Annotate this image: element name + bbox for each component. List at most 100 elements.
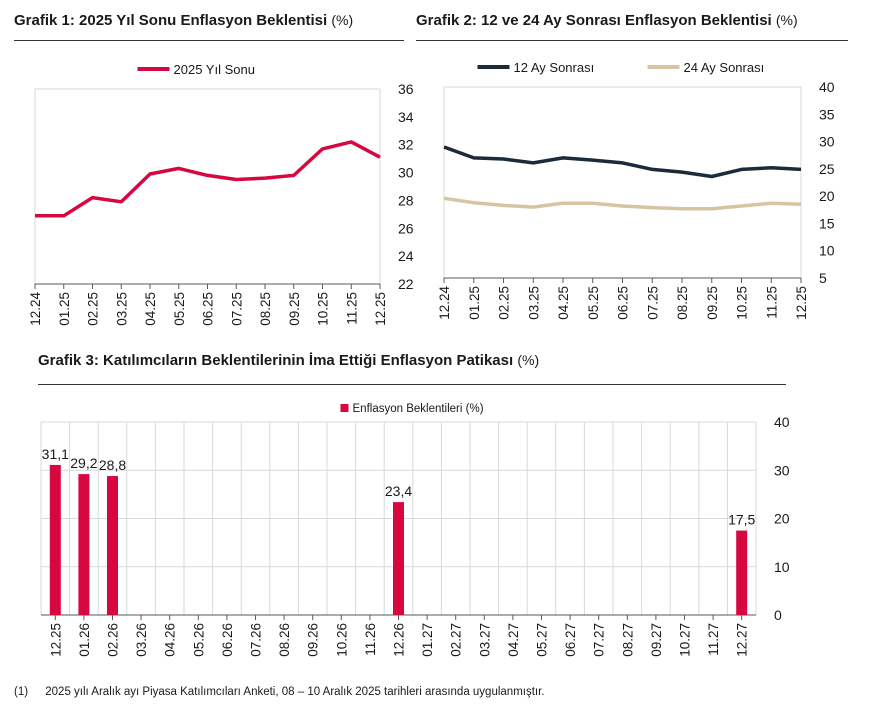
g1-y-tick-label: 36 [398,81,414,97]
g2-x-tick-label: 09.25 [705,286,720,320]
g1-y-tick-label: 26 [398,220,414,236]
g2-x-tick-label: 08.25 [675,286,690,320]
g3-bar-label: 31,1 [42,446,69,462]
g3-x-tick-label: 11.26 [363,623,378,656]
g1-y-tick-label: 32 [398,137,414,153]
g1-x-tick-label: 01.25 [57,292,72,326]
g2-y-tick-label: 40 [819,79,835,95]
grafik2-title: Grafik 2: 12 ve 24 Ay Sonrası Enflasyon … [416,12,798,29]
g2-y-tick-label: 20 [819,188,835,204]
g2-x-tick-label: 05.25 [586,286,601,320]
grafik3-title-unit: (%) [517,352,540,368]
g2-y-tick-label: 30 [819,134,835,150]
g3-x-tick-label: 01.27 [420,623,435,657]
g1-y-tick-label: 24 [398,248,414,264]
g2-series-line-1 [443,196,802,211]
g3-y-tick-label: 10 [774,559,790,575]
g1-x-tick-label: 03.25 [114,292,129,326]
g1-y-tick-label: 30 [398,165,414,181]
g3-x-tick-label: 12.25 [48,623,63,657]
grafik2-title-unit: (%) [775,12,798,28]
g3-x-tick-label: 06.26 [220,623,235,657]
g3-x-tick-label: 12.27 [735,623,750,657]
g3-bar-label: 17,5 [728,512,755,528]
g2-x-tick-label: 12.24 [437,286,452,320]
g3-y-tick-label: 40 [774,414,790,430]
g2-x-tick-label: 03.25 [526,286,541,320]
g3-x-tick-label: 08.27 [620,623,635,657]
g2-x-tick-label: 04.25 [556,286,571,320]
g3-y-tick-label: 20 [774,511,790,527]
grafik1-title-unit: (%) [331,12,354,28]
g2-legend-label-0: 12 Ay Sonrası [514,60,595,75]
g3-bar-label: 29,2 [70,455,97,471]
grafik1-title: Grafik 1: 2025 Yıl Sonu Enflasyon Beklen… [14,12,353,29]
g1-x-tick-label: 05.25 [172,292,187,326]
g2-series-line-0 [443,145,802,179]
g1-x-tick-label: 11.25 [344,292,359,325]
g3-x-tick-label: 03.27 [477,623,492,657]
g1-x-tick-label: 06.25 [201,292,216,326]
g3-x-tick-label: 03.26 [134,623,149,657]
g2-x-tick-label: 12.25 [794,286,809,320]
g3-bar [78,474,90,615]
g1-plot-frame [34,88,381,285]
g2-x-tick-label: 06.25 [616,286,631,320]
g2-y-tick-label: 35 [819,106,835,122]
g3-x-tick-label: 05.27 [535,623,550,657]
g2-x-tick-label: 07.25 [645,286,660,320]
g1-y-tick-label: 34 [398,109,414,125]
g3-x-tick-label: 01.26 [77,623,92,657]
g3-bar-label: 28,8 [99,457,126,473]
g3-bar [49,464,61,615]
g3-x-tick-label: 05.26 [191,623,206,657]
grafik1-title-rule [14,40,404,41]
g1-x-tick-label: 09.25 [287,292,302,326]
g2-y-tick-label: 5 [819,270,827,286]
g1-x-tick-label: 02.25 [86,292,101,326]
g3-x-tick-label: 09.27 [649,623,664,657]
g2-y-tick-label: 15 [819,215,835,231]
g3-x-tick-label: 04.27 [506,623,521,657]
g1-legend-label-0: 2025 Yıl Sonu [174,62,255,77]
g2-y-tick-label: 25 [819,161,835,177]
g3-x-tick-label: 07.27 [592,623,607,657]
g2-y-tick-label: 10 [819,243,835,259]
g1-x-tick-label: 07.25 [229,292,244,326]
grafik3-title-text: Grafik 3: Katılımcıların Beklentilerinin… [38,352,514,369]
g1-x-tick-label: 12.24 [28,292,43,326]
g2-legend-label-1: 24 Ay Sonrası [684,60,765,75]
g2-x-tick-label: 10.25 [735,286,750,320]
g1-x-tick-label: 10.25 [316,292,331,326]
g3-x-tick-label: 02.27 [449,623,464,657]
g3-x-tick-label: 04.26 [163,623,178,657]
g3-y-tick-label: 0 [774,607,782,623]
g1-y-tick-label: 22 [398,276,414,292]
g3-bar-label: 23,4 [385,483,412,499]
g3-x-tick-label: 06.27 [563,623,578,657]
g3-x-tick-label: 10.27 [678,623,693,657]
g2-x-tick-label: 02.25 [497,286,512,320]
footnote-text: 2025 yılı Aralık ayı Piyasa Katılımcılar… [45,686,545,698]
g1-series-line-0 [35,140,381,218]
g3-bar [393,502,404,615]
g1-x-tick-label: 08.25 [258,292,273,326]
footnote-number: (1) [14,686,29,698]
g3-legend-label: Enflasyon Beklentileri (%) [353,403,484,415]
g3-x-tick-label: 02.26 [106,623,121,657]
g2-x-tick-label: 11.25 [764,286,779,319]
footnote: (1) 2025 yılı Aralık ayı Piyasa Katılımc… [14,686,545,698]
g3-x-tick-label: 07.26 [249,623,264,657]
grafik1-title-text: Grafik 1: 2025 Yıl Sonu Enflasyon Beklen… [14,12,328,29]
g2-x-tick-label: 01.25 [467,286,482,320]
g1-x-tick-label: 12.25 [373,292,388,326]
g3-x-tick-label: 08.26 [277,623,292,657]
g3-y-tick-label: 30 [774,462,790,478]
g3-bar [736,530,748,615]
grafik2-title-text: Grafik 2: 12 ve 24 Ay Sonrası Enflasyon … [416,12,772,29]
grafik3-title: Grafik 3: Katılımcıların Beklentilerinin… [38,352,539,369]
g3-legend-swatch [340,404,349,412]
g2-plot-frame [443,86,802,279]
g3-x-tick-label: 10.26 [334,623,349,657]
